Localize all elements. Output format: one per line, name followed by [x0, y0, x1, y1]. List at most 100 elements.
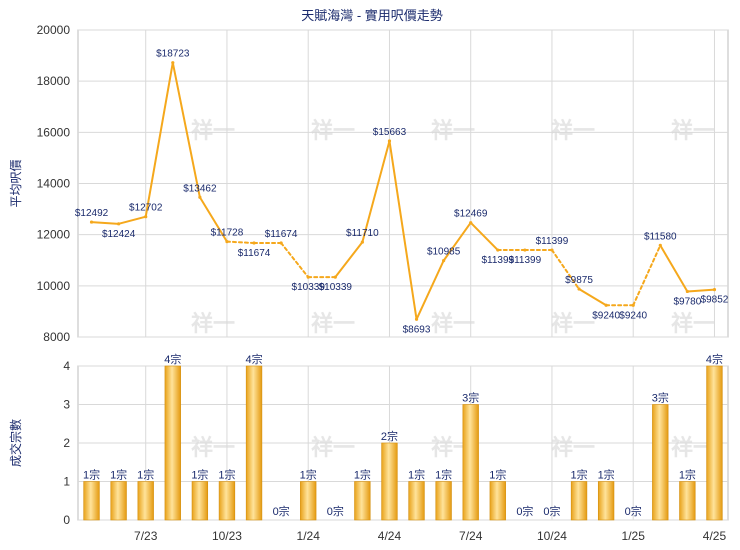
price-point [225, 240, 229, 244]
price-data-label: $12469 [454, 209, 488, 220]
y-tick-label: 3 [63, 398, 70, 412]
price-line-segment [334, 241, 364, 279]
volume-data-label: 1宗 [408, 468, 425, 482]
volume-bar [597, 481, 615, 521]
price-point [496, 248, 500, 252]
volume-bar [110, 481, 127, 521]
volume-bar [570, 481, 588, 521]
volume-bar [381, 442, 398, 521]
price-data-label: $11399 [481, 255, 514, 266]
price-line-segment [198, 196, 228, 243]
y-tick-label: 14000 [37, 177, 71, 191]
y-tick-label: 1 [63, 475, 70, 489]
price-data-label: $9780 [673, 296, 701, 307]
price-line-segment [144, 61, 174, 218]
watermark: 祥一 [311, 311, 355, 336]
price-data-label: $12492 [75, 208, 109, 219]
price-data-label: $10985 [427, 247, 461, 258]
price-data-label: $9875 [565, 275, 593, 286]
volume-data-label: 3宗 [462, 391, 479, 405]
price-point [631, 303, 635, 307]
volume-data-label: 1宗 [598, 468, 615, 482]
watermark: 祥一 [431, 311, 475, 336]
price-line-segment [361, 139, 391, 244]
volume-bar [679, 481, 696, 521]
price-data-label: $11399 [509, 255, 542, 266]
price-point [144, 215, 148, 219]
y-tick-label: 20000 [37, 23, 71, 37]
y-tick-label: 12000 [37, 228, 71, 242]
x-tick-label: 4/25 [703, 529, 727, 543]
price-data-label: $12424 [102, 229, 136, 240]
price-line-segment [117, 215, 147, 225]
price-line-segment [90, 221, 120, 225]
watermark: 祥一 [551, 311, 595, 336]
price-point [577, 287, 581, 291]
volume-data-label: 1宗 [489, 468, 506, 482]
watermark: 祥一 [551, 435, 595, 460]
watermark: 祥一 [311, 435, 355, 460]
price-point [252, 241, 256, 245]
price-point [442, 259, 446, 263]
price-data-label: $9240 [619, 310, 647, 321]
price-point [360, 240, 364, 244]
price-data-label: $11580 [644, 231, 677, 242]
volume-bar [706, 365, 723, 521]
price-line-segment [578, 288, 608, 307]
y-tick-label: 16000 [37, 125, 71, 139]
price-data-label: $11399 [536, 236, 569, 247]
y-tick-label: 2 [63, 436, 70, 450]
price-point [89, 220, 94, 224]
volume-bar [435, 481, 452, 521]
price-data-label: $11674 [238, 248, 271, 259]
price-data-label: $11728 [211, 228, 244, 239]
volume-data-label: 0宗 [625, 504, 642, 518]
volume-data-label: 4宗 [706, 352, 723, 366]
volume-data-label: 1宗 [110, 468, 127, 482]
price-line-segment [659, 244, 689, 293]
volume-bar [191, 481, 209, 521]
price-line-segment [550, 249, 581, 291]
price-point [712, 288, 717, 292]
price-point [414, 317, 419, 321]
volume-bar [354, 481, 371, 521]
x-tick-label: 4/24 [378, 529, 402, 543]
volume-data-label: 1宗 [83, 468, 100, 482]
volume-bar [137, 481, 154, 521]
price-line-segment [388, 139, 418, 321]
price-point [387, 139, 392, 143]
price-line-segment [225, 240, 256, 245]
price-point [306, 275, 310, 279]
price-axis-label: 平均呎價 [9, 159, 23, 207]
volume-bar [462, 404, 479, 521]
volume-bar [218, 481, 236, 521]
watermark: 祥一 [671, 118, 715, 143]
volume-data-label: 1宗 [137, 468, 154, 482]
volume-data-label: 4宗 [245, 352, 262, 366]
watermark: 祥一 [671, 311, 715, 336]
y-tick-label: 10000 [37, 279, 71, 293]
volume-bar [652, 404, 669, 521]
volume-bar [83, 481, 100, 521]
price-data-label: $10339 [292, 282, 326, 293]
price-line-segment [280, 242, 310, 279]
volume-data-label: 3宗 [652, 391, 669, 405]
price-line-segment [442, 221, 472, 262]
volume-data-label: 1宗 [218, 468, 235, 482]
price-data-label: $10339 [319, 282, 353, 293]
volume-bar [408, 481, 425, 521]
volume-data-label: 1宗 [679, 468, 696, 482]
volume-data-label: 0宗 [273, 504, 290, 518]
y-tick-label: 0 [63, 513, 70, 527]
volume-bar [245, 365, 263, 521]
price-point [604, 303, 608, 307]
price-data-label: $13462 [183, 183, 217, 194]
watermark: 祥一 [311, 118, 355, 143]
volume-bar [489, 481, 506, 521]
price-line-segment [415, 259, 445, 321]
price-point [198, 195, 202, 199]
chart-title: 天賦海灣 - 實用呎價走勢 [301, 8, 443, 23]
volume-data-label: 1宗 [191, 468, 208, 482]
